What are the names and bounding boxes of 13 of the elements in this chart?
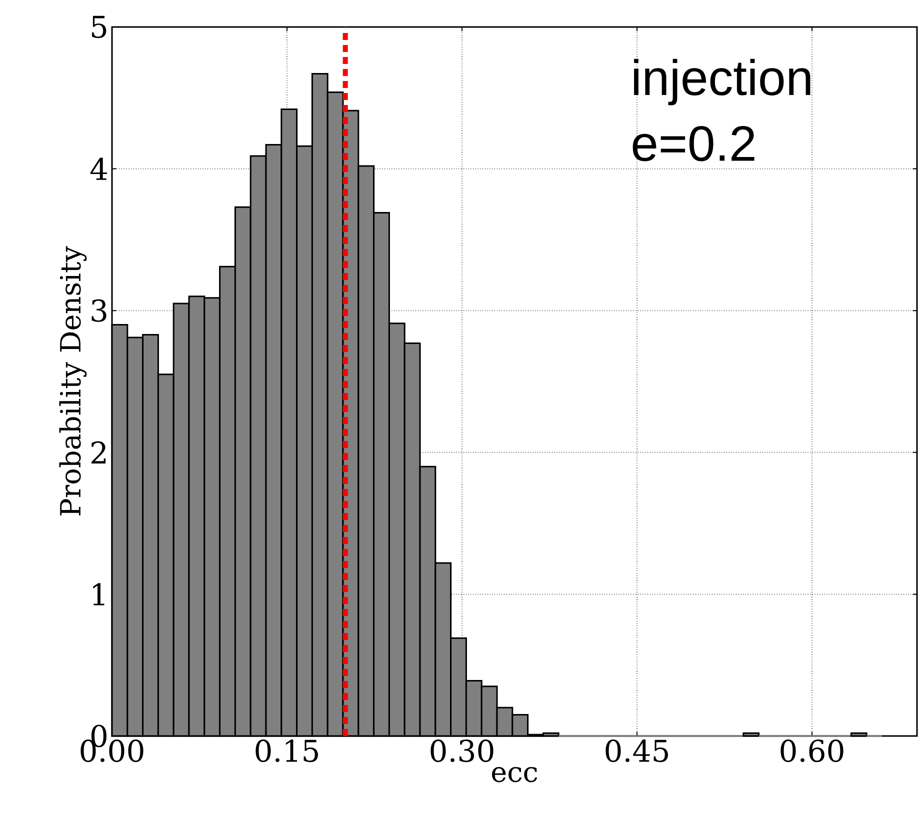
y-axis-title: Probability Density [59,246,87,516]
x-axis-title: ecc [492,766,538,782]
x-tick-label: 0.45 [606,740,668,762]
x-tick-label: 0.15 [256,740,318,762]
y-tick-label: 5 [92,16,106,38]
annotation: injection [634,58,810,106]
y-tick-label: 1 [93,583,104,606]
x-tick-label: 0.30 [430,740,494,762]
annotation: e=0.2 [632,126,754,162]
y-tick-label: 2 [91,441,106,464]
y-tick-label: 4 [90,158,107,180]
y-tick-label: 3 [92,299,106,322]
x-tick-label: 0.60 [780,740,844,762]
